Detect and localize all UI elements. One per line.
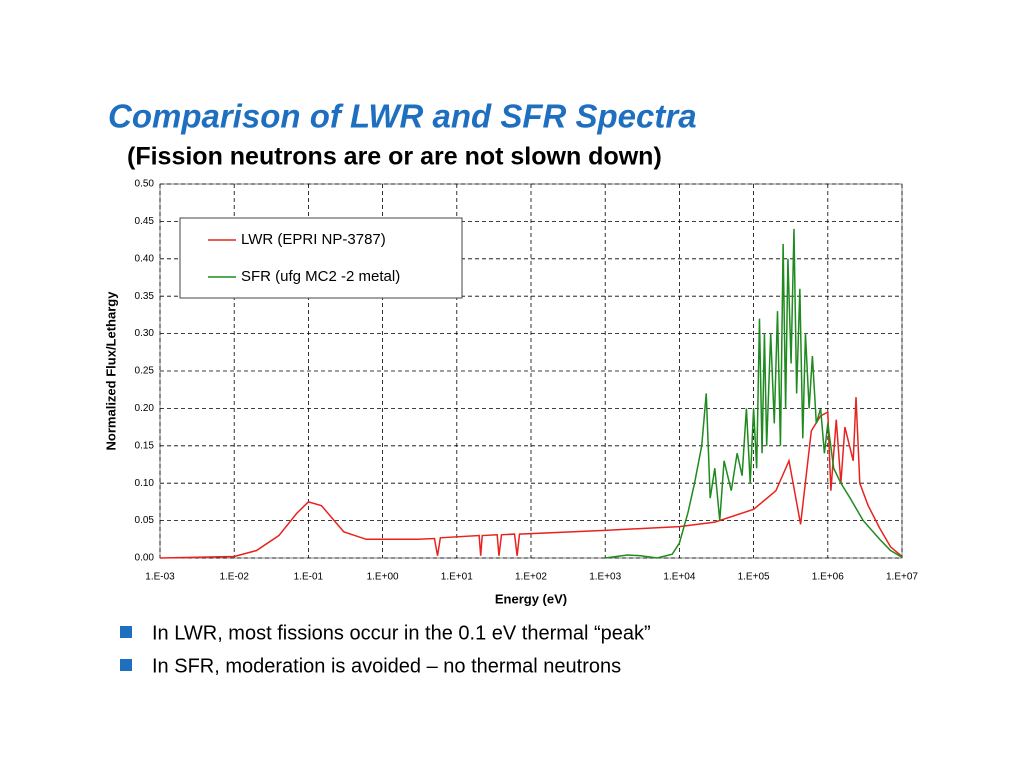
bullet: In SFR, moderation is avoided – no therm… [152,655,621,677]
bullet: In LWR, most fissions occur in the 0.1 e… [152,622,651,644]
bullet-marker [120,626,132,638]
y-tick-label: 0.40 [135,253,155,264]
y-tick-label: 0.45 [135,216,155,227]
x-axis-label: Energy (eV) [495,591,567,606]
y-axis-label: Normalized Flux/Lethargy [103,291,118,451]
y-tick-label: 0.05 [135,515,155,526]
y-tick-label: 0.30 [135,328,155,339]
x-tick-label: 1.E-01 [294,572,324,583]
y-tick-label: 0.20 [135,403,155,414]
legend [179,217,463,299]
x-tick-label: 1.E+02 [515,572,547,583]
x-tick-label: 1.E+05 [738,572,770,583]
y-tick-label: 0.50 [135,179,155,190]
series-line [605,228,903,559]
legend-label: SFR (ufg MC2 -2 metal) [241,268,400,285]
x-tick-label: 1.E+03 [589,572,621,583]
x-tick-label: 1.E+00 [367,572,399,583]
subtitle: (Fission neutrons are or are not slown d… [127,143,662,171]
y-tick-label: 0.10 [135,478,155,489]
x-tick-label: 1.E-02 [219,572,249,583]
y-tick-label: 0.25 [135,366,155,377]
x-tick-label: 1.E+04 [663,572,695,583]
x-tick-label: 1.E-03 [145,572,175,583]
slide-title: Comparison of LWR and SFR Spectra [108,98,697,135]
x-tick-label: 1.E+01 [441,572,473,583]
x-tick-label: 1.E+06 [812,572,844,583]
legend-label: LWR (EPRI NP-3787) [241,231,386,248]
y-tick-label: 0.00 [135,553,155,564]
y-tick-label: 0.15 [135,440,155,451]
series-line [159,397,903,559]
bullet-marker [120,659,132,671]
y-tick-label: 0.35 [135,291,155,302]
x-tick-label: 1.E+07 [886,572,918,583]
